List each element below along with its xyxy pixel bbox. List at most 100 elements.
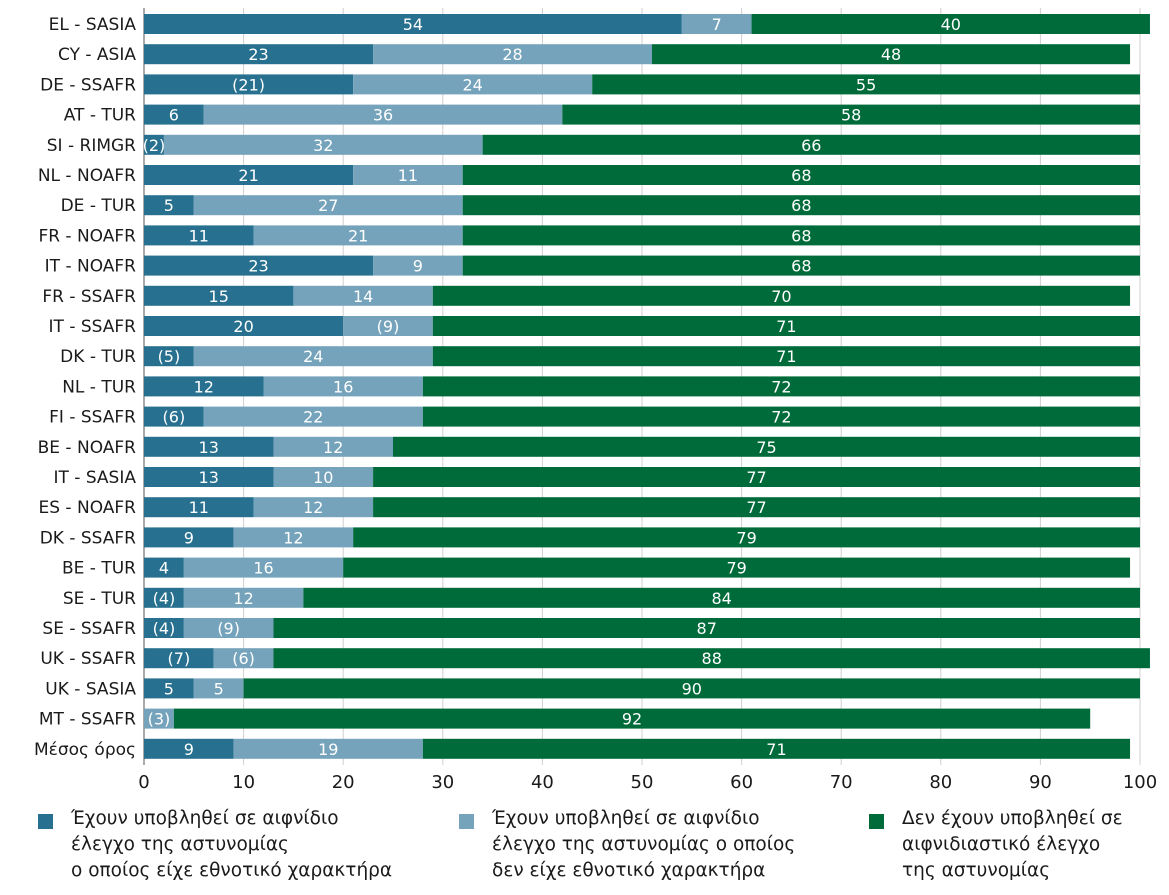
bar-segment xyxy=(144,497,254,518)
data-label: 36 xyxy=(373,106,393,125)
x-tick-label: 10 xyxy=(232,772,255,793)
category-label: UK - SASIA xyxy=(45,679,136,699)
x-tick-label: 40 xyxy=(531,772,554,793)
data-label: 5 xyxy=(164,679,174,698)
data-label: 77 xyxy=(746,468,766,487)
bar-segment xyxy=(144,134,164,155)
bar-segment xyxy=(144,255,374,276)
x-tick-label: 90 xyxy=(1029,772,1052,793)
category-labels: EL - SASIA CY - ASIA DE - SSAFR AT - TUR SI … xyxy=(34,15,136,760)
data-label: 71 xyxy=(776,317,796,336)
legend-item-not-stopped: Δεν έχουν υποβληθεί σε αιφνιδιαστικό έλε… xyxy=(869,806,1123,884)
data-label: 71 xyxy=(776,347,796,366)
data-label: (5) xyxy=(158,347,181,366)
x-tick-label: 0 xyxy=(138,772,149,793)
bar-segment xyxy=(183,618,274,638)
category-label: DE - TUR xyxy=(61,196,137,216)
bar-segment xyxy=(183,557,344,578)
data-label: 9 xyxy=(413,257,423,276)
bar-segment xyxy=(343,557,1131,578)
data-label: 13 xyxy=(199,438,219,457)
category-label: Μέσος όρος xyxy=(34,740,136,760)
bar-segment xyxy=(203,104,563,125)
legend: Έχουν υποβληθεί σε αιφνίδιο έλεγχο της α… xyxy=(0,806,1169,895)
x-tick-label: 80 xyxy=(929,772,952,793)
data-label: 20 xyxy=(233,317,253,336)
category-label: NL - NOAFR xyxy=(38,166,136,186)
category-label: DE - SSAFR xyxy=(40,75,136,95)
bar-segment xyxy=(263,376,423,397)
data-label: 72 xyxy=(771,377,791,396)
bar-segment xyxy=(144,285,294,306)
category-label: DK - SSAFR xyxy=(40,528,136,548)
x-tick-label: 50 xyxy=(631,772,654,793)
category-label: IT - SASIA xyxy=(53,468,136,488)
data-label: (4) xyxy=(153,619,176,638)
bar-segment xyxy=(144,557,184,578)
data-label: 77 xyxy=(746,498,766,517)
x-tick-label: 100 xyxy=(1123,772,1157,793)
legend-label: Δεν έχουν υποβληθεί σε αιφνιδιαστικό έλε… xyxy=(902,808,1123,881)
bar-segment xyxy=(144,708,174,729)
x-tick-label: 60 xyxy=(730,772,753,793)
legend-label: Έχουν υποβληθεί σε αιφνίδιο έλεγχο της α… xyxy=(71,808,393,881)
category-label: NL - TUR xyxy=(62,377,136,397)
data-label: 68 xyxy=(791,226,811,245)
data-label: 21 xyxy=(348,226,368,245)
bar-segment xyxy=(562,104,1140,125)
bar-segment xyxy=(462,165,1141,185)
data-label: (4) xyxy=(153,589,176,608)
data-label: 58 xyxy=(841,106,861,125)
bar-segment xyxy=(751,14,1150,34)
bar-segment xyxy=(144,527,234,548)
bar-segment xyxy=(144,225,254,246)
bar-segment xyxy=(353,165,463,185)
category-label: UK - SSAFR xyxy=(40,649,136,669)
bar-segment xyxy=(163,134,483,155)
data-label: 71 xyxy=(766,740,786,759)
data-label: 92 xyxy=(622,710,642,729)
bar-segment xyxy=(373,44,652,65)
bar-segment xyxy=(144,406,204,427)
data-label: 16 xyxy=(253,559,273,578)
category-label: BE - NOAFR xyxy=(38,438,137,458)
bar-segment xyxy=(353,527,1140,548)
bar-segment xyxy=(144,165,354,185)
data-label: 12 xyxy=(323,438,343,457)
bar-segment xyxy=(373,467,1141,487)
legend-item-ethnic-stop: Έχουν υποβληθεί σε αιφνίδιο έλεγχο της α… xyxy=(38,806,392,884)
bar-segment xyxy=(253,225,463,246)
bar-segment xyxy=(273,618,1141,638)
data-label: 79 xyxy=(726,559,746,578)
data-label: 15 xyxy=(209,287,229,306)
data-label: 24 xyxy=(463,75,483,94)
category-label: ES - NOAFR xyxy=(39,498,137,518)
bar-segment xyxy=(144,376,264,397)
bar-segment xyxy=(273,648,1150,669)
data-label: 12 xyxy=(233,589,253,608)
bar-segment xyxy=(233,527,354,548)
data-label: 68 xyxy=(791,196,811,215)
data-label: (7) xyxy=(168,649,191,668)
bar-segment xyxy=(193,346,433,367)
data-label: 5 xyxy=(214,679,224,698)
bar-segment xyxy=(144,44,374,65)
data-label: 68 xyxy=(791,166,811,185)
bar-segment xyxy=(293,285,433,306)
x-tick-label: 20 xyxy=(332,772,355,793)
bar-segment xyxy=(422,738,1131,759)
data-label: (6) xyxy=(232,649,255,668)
legend-swatch xyxy=(459,814,474,829)
bar-segment xyxy=(482,134,1140,155)
data-label: 70 xyxy=(771,287,791,306)
bar-segment xyxy=(432,316,1141,336)
bar-segment xyxy=(233,738,423,759)
legend-swatch xyxy=(869,814,884,829)
bar-segment xyxy=(144,738,234,759)
bar-segment xyxy=(273,467,374,487)
bar-segment xyxy=(393,436,1140,457)
data-label: (6) xyxy=(163,408,186,427)
bar-segment xyxy=(144,436,274,457)
data-label: 6 xyxy=(169,106,179,125)
